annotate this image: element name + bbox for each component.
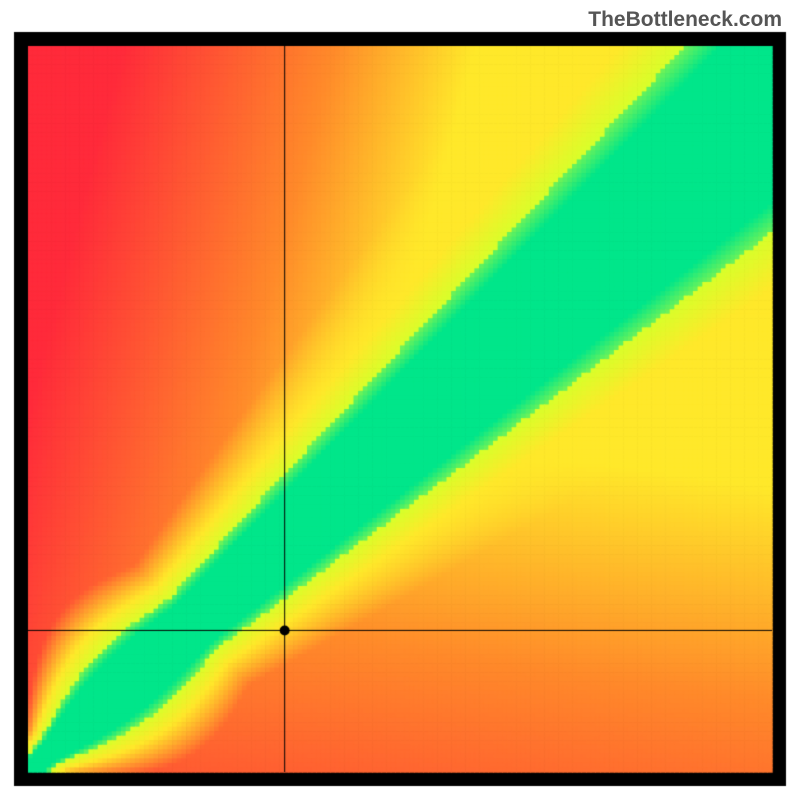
watermark-text: TheBottleneck.com <box>588 8 782 32</box>
chart-container: TheBottleneck.com <box>0 0 800 800</box>
heatmap-canvas <box>0 0 800 800</box>
